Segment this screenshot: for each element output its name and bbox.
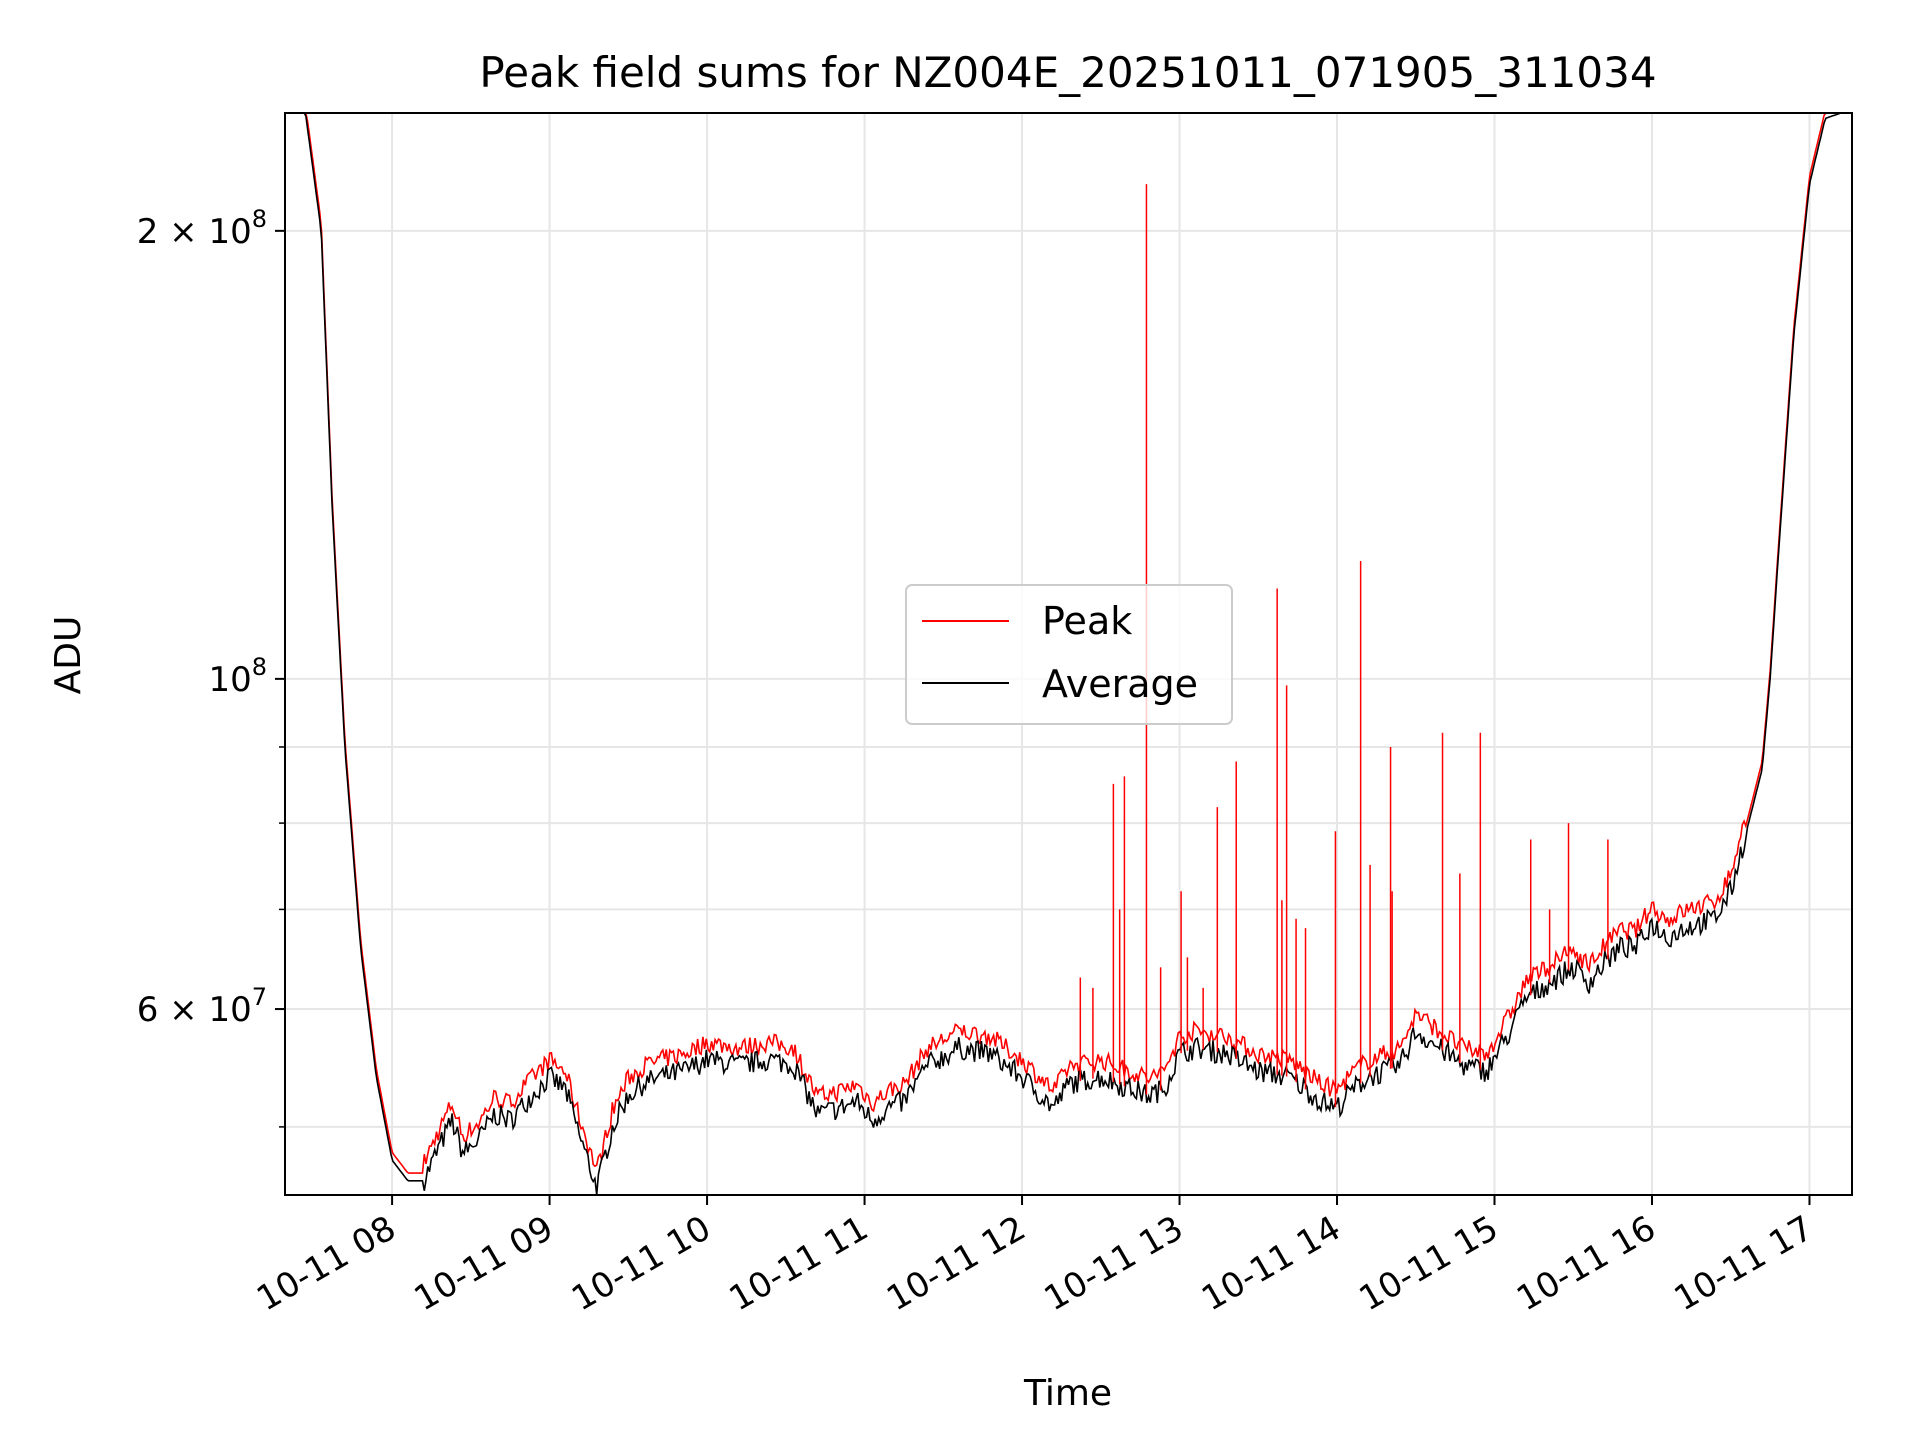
chart-title: Peak field sums for NZ004E_20251011_0719… bbox=[479, 48, 1656, 97]
series-group bbox=[285, 113, 1852, 1195]
y-tick-label: 108 bbox=[208, 653, 267, 700]
y-axis-label: ADU bbox=[48, 616, 89, 695]
y-tick-label: 6 × 107 bbox=[137, 983, 267, 1030]
series-line-average bbox=[285, 113, 1852, 1195]
legend-box bbox=[905, 584, 1233, 725]
series-line-peak bbox=[285, 113, 1852, 1174]
y-tick-label: 2 × 108 bbox=[137, 205, 267, 252]
x-axis-label: Time bbox=[1023, 1373, 1112, 1414]
y-axis: 108 2 × 108 6 × 107 bbox=[137, 205, 285, 1128]
legend-peak-label: Peak bbox=[1042, 599, 1132, 643]
series-layer bbox=[285, 113, 1852, 1195]
legend-average-label: Average bbox=[1042, 662, 1198, 706]
legend: Peak Average bbox=[905, 584, 1233, 725]
plot-frame bbox=[284, 112, 1853, 1196]
